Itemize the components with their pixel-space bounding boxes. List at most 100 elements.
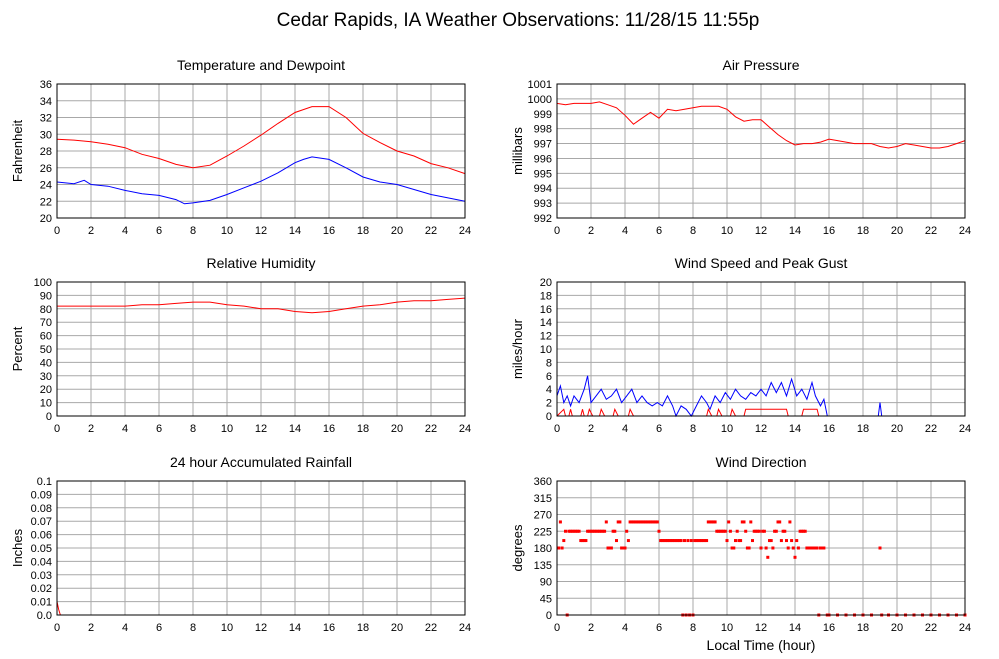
data-point xyxy=(810,546,814,550)
plot-frame xyxy=(56,480,466,616)
data-point xyxy=(732,546,736,550)
data-point xyxy=(558,520,562,524)
y-tick-label: 100 xyxy=(34,277,52,289)
y-axis-label-temp: Fahrenheit xyxy=(10,120,25,183)
y-tick-label: 80 xyxy=(40,304,52,316)
data-point xyxy=(781,529,785,533)
data-point xyxy=(562,539,566,543)
y-tick-label: 0.05 xyxy=(31,543,52,555)
y-tick-label: 18 xyxy=(540,290,552,302)
y-tick-label: 135 xyxy=(534,560,552,572)
x-tick-label: 18 xyxy=(357,225,369,237)
data-point xyxy=(766,555,770,559)
data-point xyxy=(606,546,610,550)
data-point xyxy=(671,539,675,543)
data-point xyxy=(757,529,761,533)
data-point xyxy=(785,539,788,543)
x-tick-label: 14 xyxy=(289,423,301,435)
data-point xyxy=(723,529,727,533)
x-tick-label: 10 xyxy=(721,622,733,634)
data-point xyxy=(747,546,751,550)
y-tick-label: 0.03 xyxy=(31,570,52,582)
y-tick-label: 90 xyxy=(40,290,52,302)
y-tick-label: 999 xyxy=(534,109,552,121)
y-tick-label: 10 xyxy=(540,344,552,356)
y-tick-label: 28 xyxy=(40,146,52,158)
y-tick-label: 0.06 xyxy=(31,530,52,542)
data-point xyxy=(718,529,722,533)
y-tick-label: 26 xyxy=(40,163,52,175)
data-point xyxy=(689,539,693,543)
data-point xyxy=(589,529,593,533)
data-point xyxy=(727,520,731,524)
data-point xyxy=(642,520,646,524)
plot-frame xyxy=(556,480,966,616)
data-point xyxy=(744,529,748,533)
x-tick-label: 2 xyxy=(588,225,594,237)
data-point xyxy=(598,529,601,533)
series-line-temp-1 xyxy=(56,156,466,205)
x-tick-label: 24 xyxy=(459,423,471,435)
y-axis-label-pressure: millibars xyxy=(510,127,525,175)
y-tick-label: 0.01 xyxy=(31,597,52,609)
y-tick-label: 270 xyxy=(534,510,552,522)
x-tick-label: 18 xyxy=(857,622,869,634)
data-point xyxy=(762,529,766,533)
data-point xyxy=(596,529,600,533)
data-point xyxy=(676,539,680,543)
x-tick-label: 2 xyxy=(88,225,94,237)
x-tick-label: 8 xyxy=(190,622,196,634)
y-tick-label: 998 xyxy=(534,124,552,136)
data-point xyxy=(788,520,792,524)
data-point xyxy=(652,520,656,524)
data-point xyxy=(708,520,712,524)
data-point xyxy=(645,520,649,524)
plot-frame xyxy=(56,281,466,417)
data-point xyxy=(759,546,763,550)
data-point xyxy=(655,520,659,524)
y-tick-label: 997 xyxy=(534,139,552,151)
data-point xyxy=(696,539,700,543)
x-tick-label: 22 xyxy=(425,225,437,237)
y-tick-label: 16 xyxy=(540,304,552,316)
data-point xyxy=(609,546,613,550)
series-line-pressure-0 xyxy=(556,101,966,149)
x-tick-label: 20 xyxy=(391,423,403,435)
chart-title-pressure: Air Pressure xyxy=(722,57,799,73)
y-tick-label: 60 xyxy=(40,331,52,343)
data-point xyxy=(737,539,741,543)
data-point xyxy=(621,546,625,550)
data-point xyxy=(774,529,778,533)
x-tick-label: 18 xyxy=(857,423,869,435)
data-point xyxy=(742,520,746,524)
x-tick-label: 20 xyxy=(891,423,903,435)
data-point xyxy=(740,520,744,524)
data-point xyxy=(574,529,578,533)
x-tick-label: 0 xyxy=(554,225,560,237)
x-tick-label: 22 xyxy=(925,622,937,634)
y-tick-label: 34 xyxy=(40,96,52,108)
y-tick-label: 24 xyxy=(40,180,52,192)
y-tick-label: 40 xyxy=(40,357,52,369)
y-tick-label: 993 xyxy=(534,198,552,210)
x-tick-label: 10 xyxy=(721,423,733,435)
data-point xyxy=(756,529,760,533)
x-tick-label: 2 xyxy=(88,622,94,634)
series-line-rh-0 xyxy=(57,297,466,314)
x-tick-label: 20 xyxy=(891,225,903,237)
y-tick-label: 30 xyxy=(40,371,52,383)
x-tick-label: 8 xyxy=(690,622,696,634)
data-point xyxy=(795,539,799,543)
data-point xyxy=(586,529,590,533)
x-tick-label: 22 xyxy=(425,622,437,634)
x-tick-label: 18 xyxy=(357,622,369,634)
x-tick-label: 4 xyxy=(622,225,628,237)
y-tick-label: 995 xyxy=(534,168,552,180)
chart-title-temp: Temperature and Dewpoint xyxy=(177,57,345,73)
x-tick-label: 0 xyxy=(554,423,560,435)
data-point xyxy=(739,539,743,543)
data-point xyxy=(575,529,579,533)
